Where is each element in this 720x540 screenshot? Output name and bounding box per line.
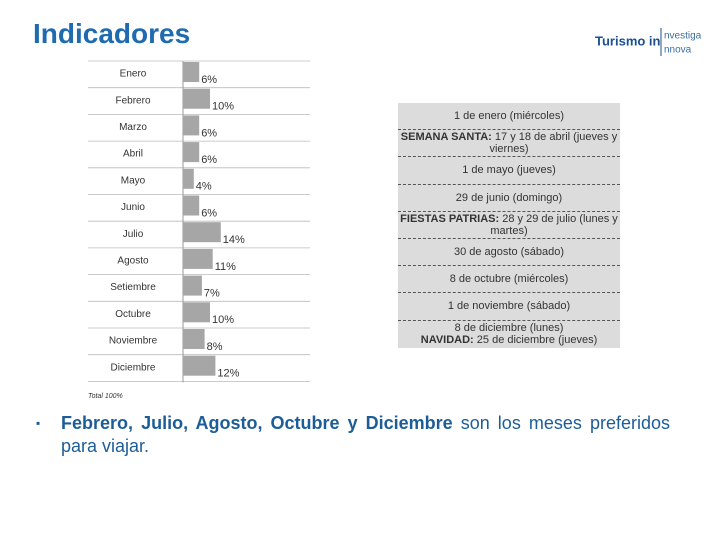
bar: [183, 302, 210, 323]
bullet: ▪ Febrero, Julio, Agosto, Octubre y Dicie…: [36, 412, 670, 458]
holiday-lead: SEMANA SANTA:: [400, 131, 492, 144]
category-label: Marzo: [119, 122, 147, 133]
bar: [183, 355, 216, 376]
holiday-lead: FIESTAS PATRIAS:: [400, 212, 500, 225]
holiday-row: 29 de junio (domingo): [398, 185, 620, 212]
bar: [183, 248, 213, 269]
bar: [183, 275, 202, 296]
logo-brand: Turismo in: [595, 33, 661, 48]
logo-line1: nvestiga: [664, 31, 702, 42]
holiday-row: FIESTAS PATRIAS: 28 y 29 de julio (lunes…: [398, 212, 620, 239]
category-label: Abril: [123, 149, 143, 160]
bar: [183, 168, 194, 189]
bar: [183, 329, 205, 349]
holiday-row: 8 de diciembre (lunes) NAVIDAD: 25 de dic…: [398, 321, 620, 348]
holiday-row: SEMANA SANTA: 17 y 18 de abril (jueves y…: [398, 130, 620, 158]
holiday-line: 29 de junio (domingo): [398, 192, 620, 204]
category-label: Setiembre: [110, 282, 156, 293]
value-label: 6%: [201, 207, 217, 219]
logo-line2: nnova: [664, 45, 692, 56]
holiday-line: 8 de diciembre (lunes): [398, 322, 620, 334]
category-label: Octubre: [115, 309, 151, 320]
category-label: Mayo: [121, 175, 146, 186]
value-label: 6%: [201, 127, 217, 139]
value-label: 12%: [217, 368, 239, 380]
category-label: Enero: [120, 69, 147, 80]
holiday-row: 1 de enero (miércoles): [398, 103, 620, 131]
bar: [183, 88, 210, 109]
bullet-lead: Febrero, Julio, Agosto, Octubre y Diciem…: [61, 413, 453, 433]
holiday-line: NAVIDAD: 25 de diciembre (jueves): [398, 334, 620, 346]
holiday-row: 8 de octubre (miércoles): [398, 266, 620, 294]
holiday-line: 8 de octubre (miércoles): [398, 273, 620, 285]
title: Indicadores: [33, 18, 191, 49]
value-label: 10%: [212, 314, 234, 326]
category-label: Agosto: [117, 256, 149, 267]
holiday-text: 1 de enero (miércoles): [453, 110, 565, 123]
holiday-row: 1 de mayo (jueves): [398, 157, 620, 185]
value-label: 14%: [223, 234, 245, 246]
holiday-text: 25 de diciembre (jueves): [476, 334, 598, 347]
value-label: 6%: [201, 154, 217, 166]
value-label: 10%: [212, 101, 234, 113]
bar: [183, 195, 200, 216]
holiday-text: 29 de junio (domingo): [455, 191, 563, 204]
bar: [183, 62, 200, 82]
holiday-line: FIESTAS PATRIAS: 28 y 29 de julio (lunes…: [398, 213, 620, 237]
bullet-text: Febrero, Julio, Agosto, Octubre y Diciem…: [61, 412, 670, 458]
holiday-text: 1 de noviembre (sábado): [447, 300, 571, 313]
value-label: 4%: [196, 181, 212, 193]
holiday-text: 30 de agosto (sábado): [453, 246, 565, 259]
category-label: Noviembre: [109, 336, 158, 347]
holiday-line: 1 de enero (miércoles): [398, 110, 620, 122]
holiday-line: 1 de mayo (jueves): [398, 164, 620, 176]
holiday-line: 30 de agosto (sábado): [398, 246, 620, 258]
holiday-text: 1 de mayo (jueves): [462, 164, 556, 177]
holiday-line: 1 de noviembre (sábado): [398, 300, 620, 312]
holiday-row: 1 de noviembre (sábado): [398, 293, 620, 321]
category-label: Diciembre: [110, 362, 155, 373]
holiday-line: SEMANA SANTA: 17 y 18 de abril (jueves y…: [398, 131, 620, 155]
category-label: Junio: [121, 202, 145, 213]
holiday-list: 1 de enero (miércoles) SEMANA SANTA: 17 y…: [398, 103, 620, 348]
category-label: Febrero: [115, 95, 150, 106]
value-label: 7%: [204, 288, 220, 300]
bar: [183, 115, 200, 136]
value-label: 8%: [207, 341, 223, 353]
bullet-rest: son los meses preferidos para viajar.: [61, 413, 670, 456]
bar: [183, 222, 221, 243]
holiday-text: 17 y 18 de abril (jueves y viernes): [489, 131, 618, 156]
bar: [183, 142, 200, 163]
holiday-text: 28 y 29 de julio (lunes y martes): [490, 212, 618, 237]
bullet-mark: ▪: [36, 416, 41, 430]
holiday-text: 8 de diciembre (lunes): [454, 322, 564, 335]
holiday-lead: NAVIDAD:: [420, 334, 474, 347]
holiday-text: 8 de octubre (miércoles): [449, 273, 569, 286]
annotation: Total 100%: [88, 393, 123, 400]
value-label: 6%: [201, 74, 217, 86]
category-label: Julio: [123, 229, 144, 240]
value-label: 11%: [215, 261, 236, 273]
holiday-row: 30 de agosto (sábado): [398, 239, 620, 267]
